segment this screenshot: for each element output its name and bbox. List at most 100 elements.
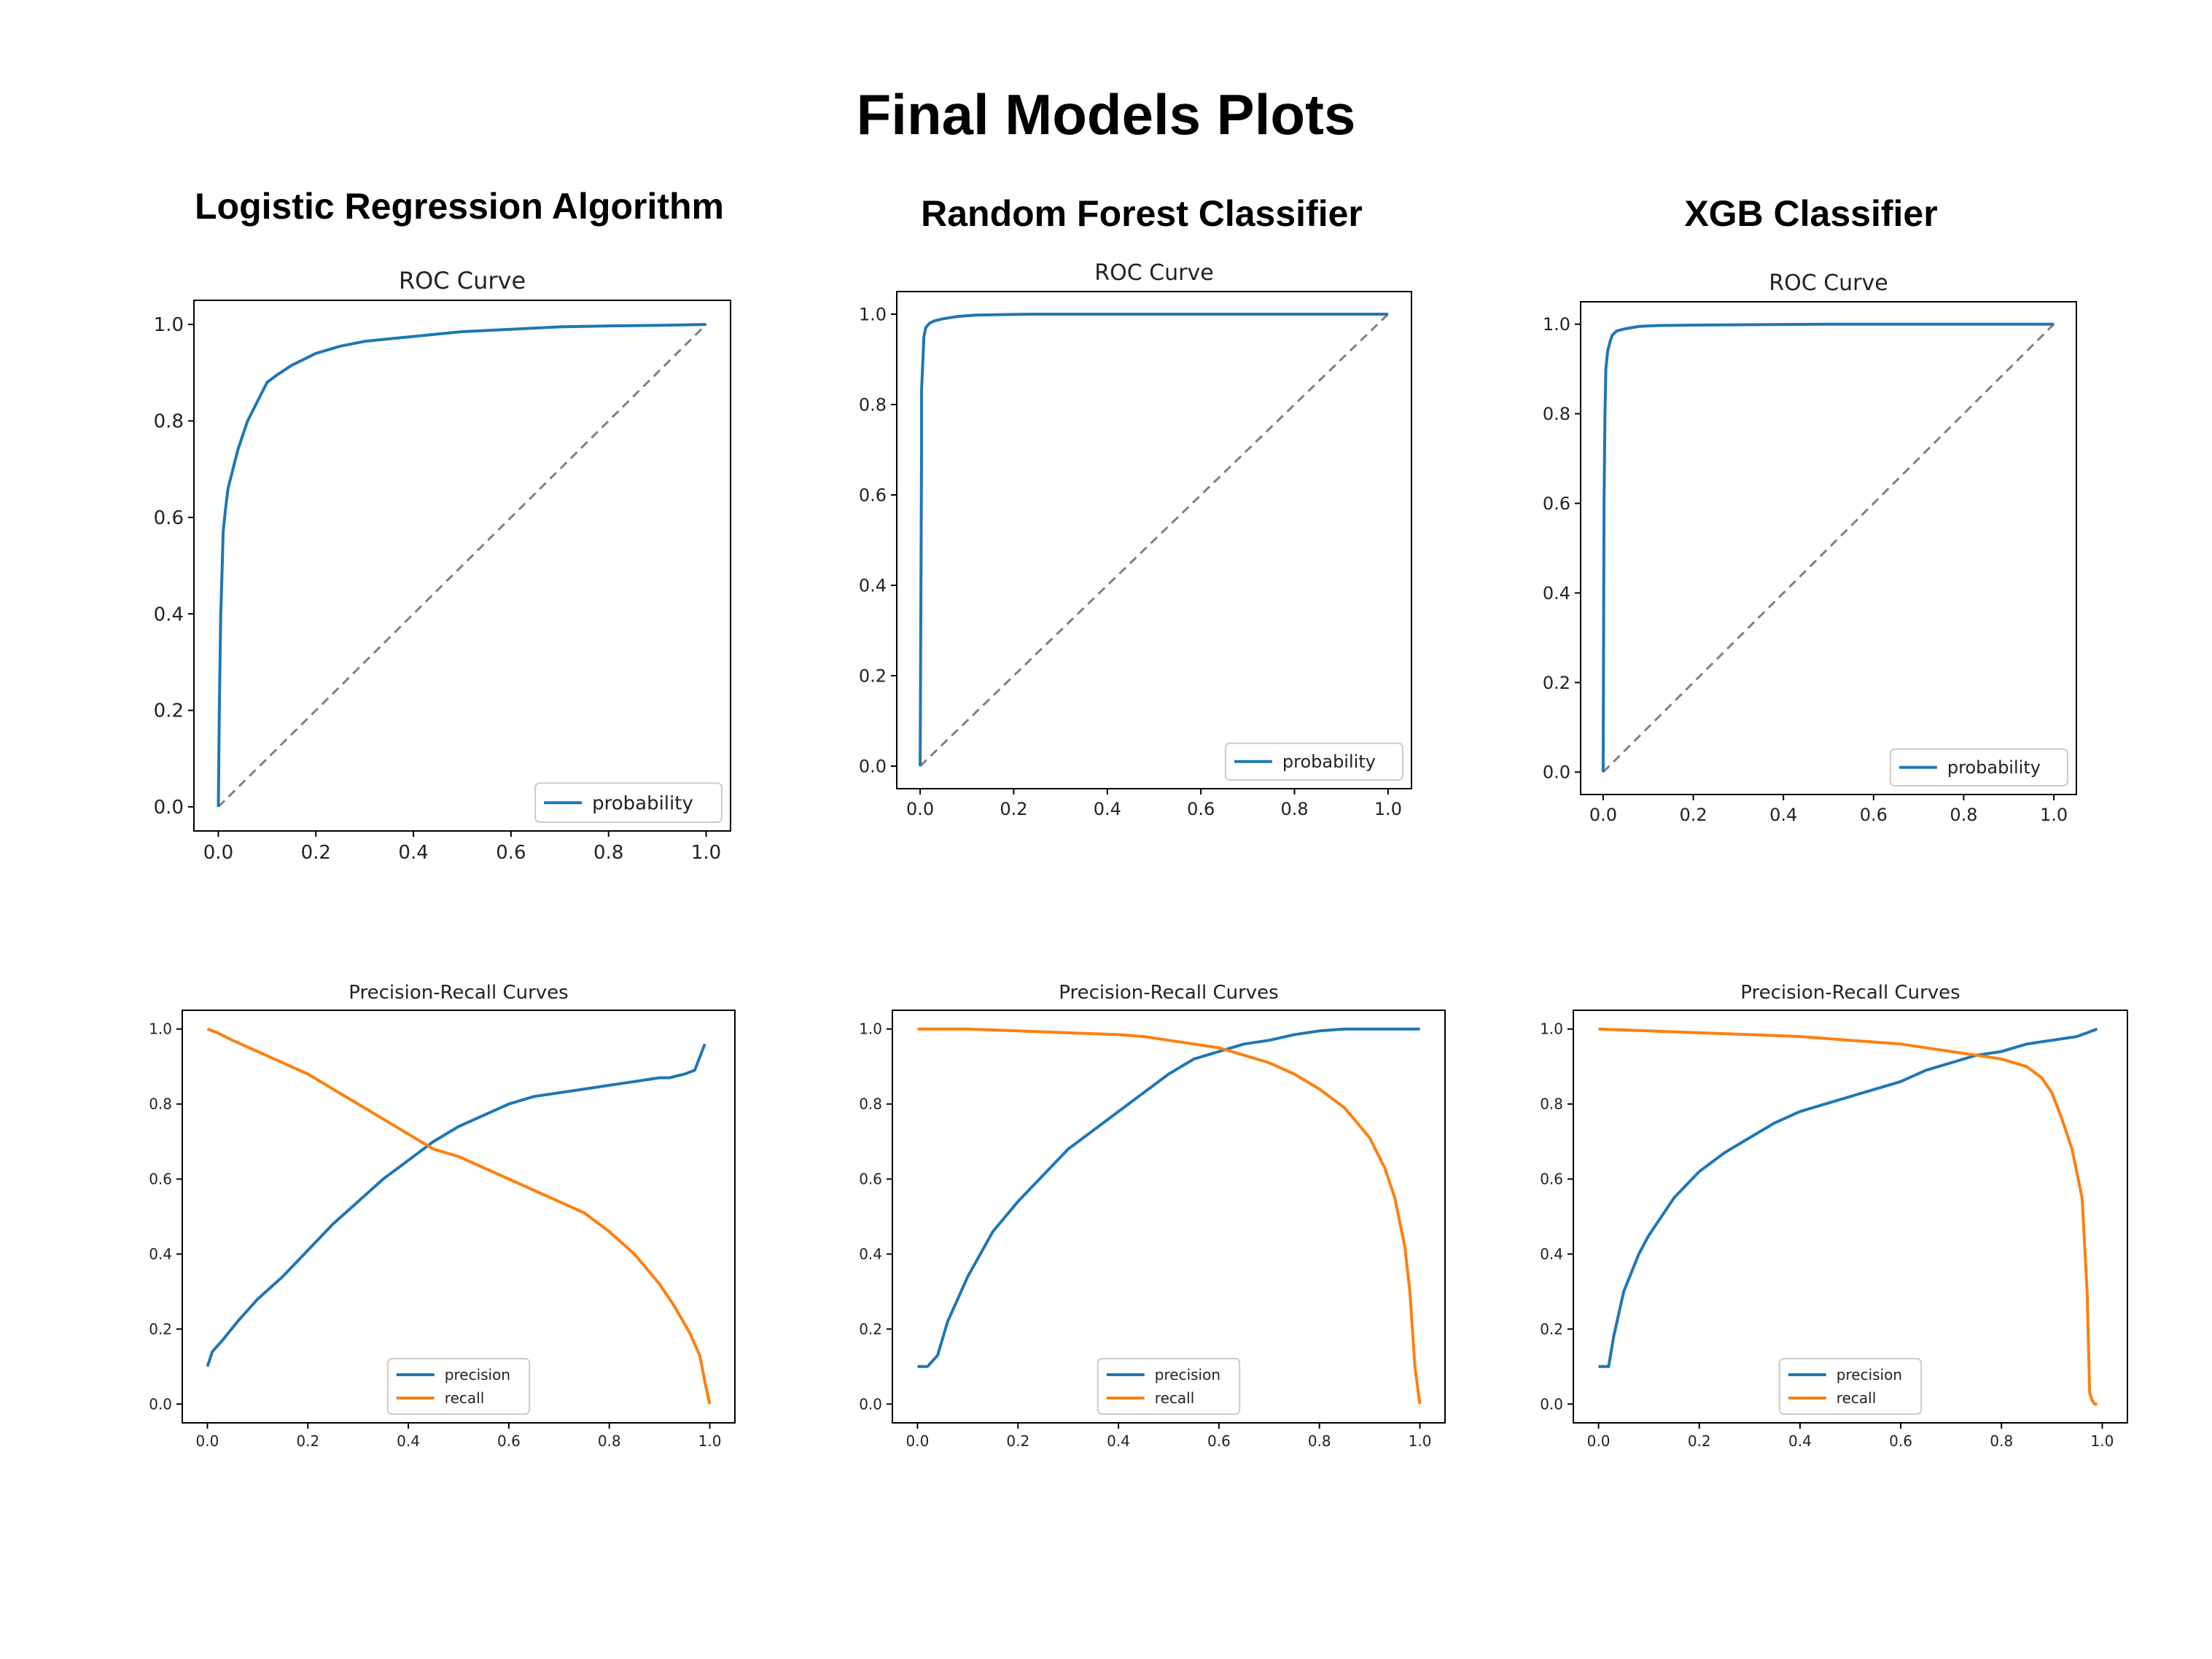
rf-pr-ytick-label: 0.0 [859, 1395, 882, 1413]
rf-roc-xtick-label: 0.8 [1280, 799, 1308, 819]
model-title-random-forest: Random Forest Classifier [921, 193, 1363, 234]
rf-pr-legend-label-recall: recall [1155, 1389, 1194, 1407]
rf-roc-xtick-label: 1.0 [1374, 799, 1402, 819]
rf-roc-ytick-label: 0.8 [859, 394, 887, 415]
lr-roc-legend-label-probability: probability [592, 792, 693, 814]
rf-pr-series-recall [917, 1027, 1422, 1405]
page-title: Final Models Plots [856, 82, 1356, 147]
lr-roc-xtick-label: 1.0 [691, 842, 721, 864]
lr-roc-ytick-label: 0.4 [154, 604, 184, 625]
rf-pr-ytick-label: 1.0 [859, 1020, 882, 1038]
rf-pr-xtick-label: 0.0 [906, 1432, 930, 1450]
xgb-roc-series-probability [1601, 322, 2055, 773]
xgb-roc-xtick-label: 0.0 [1589, 805, 1617, 825]
xgb-pr-ytick-label: 0.4 [1540, 1245, 1563, 1262]
rf-roc-xtick-label: 0.4 [1094, 799, 1121, 819]
xgb-pr-legend-box [1778, 1358, 1923, 1415]
model-title-logistic-regression: Logistic Regression Algorithm [194, 186, 724, 227]
xgb-pr-ytick-label: 0.0 [1540, 1395, 1563, 1413]
xgb-roc-diagonal-line [1602, 323, 2055, 773]
lr-pr-xtick-label: 0.8 [598, 1432, 621, 1450]
rf-pr-legend-box [1097, 1358, 1241, 1415]
lr-pr-xtick-label: 1.0 [698, 1432, 722, 1450]
xgb-roc-ytick-label: 0.0 [1543, 762, 1570, 783]
xgb-roc-xtick-label: 0.2 [1679, 805, 1707, 825]
lr-pr-xtick-label: 0.2 [296, 1432, 319, 1450]
xgb-roc-xtick-label: 0.6 [1860, 805, 1888, 825]
xgb-pr-xtick-label: 0.2 [1688, 1432, 1711, 1450]
lr-pr-legend-box [386, 1358, 531, 1415]
xgb-roc-ytick-label: 0.8 [1543, 404, 1570, 424]
lr-pr-ytick-label: 0.0 [149, 1395, 172, 1413]
xgb-pr-ytick-label: 0.6 [1540, 1171, 1563, 1188]
rf-roc-title: ROC Curve [1094, 260, 1213, 286]
xgb-pr-xtick-label: 1.0 [2091, 1432, 2114, 1450]
lr-pr-ytick-label: 0.6 [149, 1171, 172, 1188]
xgb-pr-legend-label-recall: recall [1837, 1389, 1876, 1407]
lr-roc-legend-box [534, 782, 723, 824]
xgb-pr-ytick-label: 0.8 [1540, 1096, 1563, 1113]
rf-pr-xtick-label: 0.4 [1107, 1432, 1130, 1450]
rf-roc-xtick-label: 0.2 [1000, 799, 1027, 819]
rf-pr-chart: Precision-Recall Curves 0.0 0.2 0.4 0.6 0.8 1.… [859, 982, 1446, 1450]
lr-pr-xtick-label: 0.0 [196, 1432, 219, 1450]
xgb-pr-series-recall [1598, 1027, 2098, 1406]
lr-roc-xtick-label: 0.2 [301, 842, 331, 864]
xgb-pr-legend-label-precision: precision [1837, 1366, 1902, 1383]
lr-pr-chart: Precision-Recall Curves 0.0 0.2 0.4 0.6 0.8 1.… [149, 982, 736, 1450]
lr-pr-ytick-label: 0.2 [149, 1320, 172, 1338]
lr-pr-series-precision [206, 1043, 706, 1367]
xgb-pr-xtick-label: 0.4 [1788, 1432, 1812, 1450]
lr-roc-xtick-label: 0.6 [496, 842, 526, 864]
xgb-roc-legend-box [1889, 748, 2068, 786]
xgb-roc-ytick-label: 0.6 [1543, 493, 1570, 514]
rf-roc-ytick-label: 1.0 [859, 304, 887, 324]
lr-pr-legend-label-precision: precision [445, 1366, 510, 1383]
lr-roc-xtick-label: 0.0 [203, 842, 233, 864]
lr-pr-xtick-label: 0.6 [497, 1432, 521, 1450]
rf-pr-ytick-label: 0.2 [859, 1320, 882, 1338]
rf-pr-title: Precision-Recall Curves [1059, 982, 1278, 1004]
lr-pr-legend-label-recall: recall [445, 1389, 484, 1407]
lr-pr-title: Precision-Recall Curves [348, 982, 568, 1004]
rf-pr-xtick-label: 0.6 [1207, 1432, 1231, 1450]
lr-pr-frame [182, 1010, 736, 1424]
lr-pr-ytick-label: 0.8 [149, 1096, 172, 1113]
xgb-roc-xtick-label: 1.0 [2040, 805, 2068, 825]
xgb-pr-title: Precision-Recall Curves [1740, 982, 1960, 1004]
xgb-roc-frame [1580, 301, 2077, 795]
rf-roc-series-probability [919, 313, 1388, 767]
xgb-pr-xtick-label: 0.8 [1990, 1432, 2013, 1450]
lr-roc-xtick-label: 0.8 [593, 842, 623, 864]
rf-roc-chart: ROC Curve 0.0 0.2 0.4 0.6 0.8 1.0 0.0 0.2 0.4 0.6 0… [859, 260, 1412, 819]
lr-pr-ytick-label: 1.0 [149, 1020, 172, 1038]
rf-pr-xtick-label: 1.0 [1409, 1432, 1432, 1450]
rf-pr-xtick-label: 0.2 [1006, 1432, 1029, 1450]
xgb-roc-ytick-label: 0.4 [1543, 583, 1570, 604]
lr-roc-ytick-label: 0.0 [154, 797, 184, 819]
lr-roc-ytick-label: 0.6 [154, 507, 184, 529]
rf-roc-xtick-label: 0.0 [906, 799, 934, 819]
lr-pr-series-recall [206, 1027, 712, 1405]
lr-pr-ytick-label: 0.4 [149, 1245, 172, 1262]
xgb-roc-title: ROC Curve [1769, 270, 1888, 296]
model-title-xgb: XGB Classifier [1684, 193, 1938, 234]
rf-roc-ytick-label: 0.6 [859, 485, 887, 505]
lr-roc-chart: ROC Curve 0.0 0.2 0.4 0.6 0.8 1.0 0.0 0.2 0.4 0.6 0… [154, 267, 731, 864]
xgb-roc-xtick-label: 0.8 [1950, 805, 1977, 825]
rf-pr-ytick-label: 0.4 [859, 1245, 882, 1262]
rf-roc-ytick-label: 0.2 [859, 665, 887, 686]
xgb-pr-xtick-label: 0.6 [1889, 1432, 1912, 1450]
xgb-roc-xtick-label: 0.4 [1769, 805, 1797, 825]
xgb-pr-series-precision [1598, 1027, 2098, 1368]
xgb-pr-xtick-label: 0.0 [1587, 1432, 1611, 1450]
rf-roc-xtick-label: 0.6 [1187, 799, 1215, 819]
rf-roc-frame [896, 291, 1412, 789]
xgb-pr-frame [1573, 1010, 2128, 1424]
lr-roc-series-probability [217, 323, 706, 807]
lr-roc-ytick-label: 1.0 [154, 314, 184, 336]
rf-pr-xtick-label: 0.8 [1308, 1432, 1331, 1450]
rf-roc-ytick-label: 0.0 [859, 756, 887, 776]
lr-roc-title: ROC Curve [399, 267, 526, 294]
